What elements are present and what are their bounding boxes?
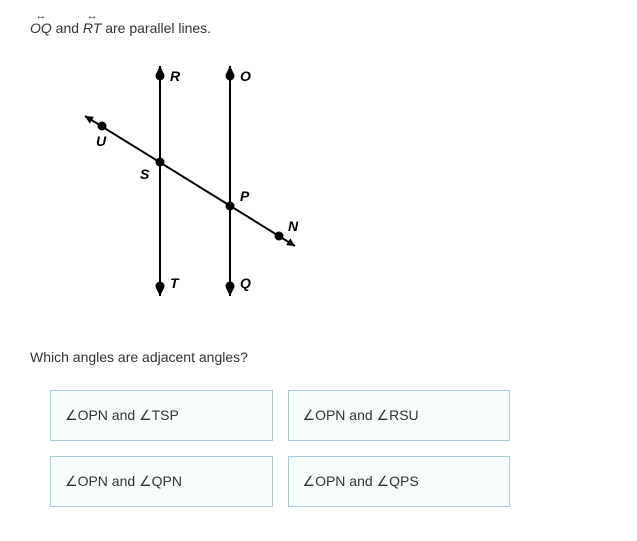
- svg-text:R: R: [170, 68, 181, 84]
- geometry-svg: R O U S P N T Q: [60, 56, 320, 316]
- option-3-a1: OPN: [78, 473, 108, 489]
- option-3[interactable]: ∠OPN and ∠QPN: [50, 456, 273, 507]
- line-rt-label: RT: [83, 20, 101, 36]
- option-2-a2: RSU: [389, 407, 419, 423]
- option-4[interactable]: ∠OPN and ∠QPS: [288, 456, 511, 507]
- angle-icon: ∠: [377, 407, 390, 423]
- svg-text:U: U: [96, 133, 107, 149]
- question-text: Which angles are adjacent angles?: [30, 349, 607, 365]
- line-oq-label: OQ: [30, 20, 52, 36]
- option-1-a2: TSP: [152, 407, 179, 423]
- intro-suffix: are parallel lines.: [101, 20, 211, 36]
- angle-icon: ∠: [139, 473, 152, 489]
- intro-text: OQ and RT are parallel lines.: [30, 20, 607, 36]
- svg-text:P: P: [240, 188, 250, 204]
- option-4-conj: and: [345, 473, 376, 489]
- angle-icon: ∠: [139, 407, 152, 423]
- angle-icon: ∠: [377, 473, 390, 489]
- svg-text:Q: Q: [240, 275, 251, 291]
- option-3-a2: QPN: [152, 473, 182, 489]
- angle-icon: ∠: [303, 473, 316, 489]
- option-1[interactable]: ∠OPN and ∠TSP: [50, 390, 273, 441]
- angle-icon: ∠: [65, 473, 78, 489]
- option-4-a1: OPN: [315, 473, 345, 489]
- option-4-a2: QPS: [389, 473, 419, 489]
- diagram: R O U S P N T Q: [60, 56, 607, 319]
- svg-text:S: S: [140, 166, 150, 182]
- svg-text:T: T: [170, 275, 180, 291]
- intro-and-1: and: [52, 20, 83, 36]
- svg-text:N: N: [288, 218, 299, 234]
- option-2-a1: OPN: [315, 407, 345, 423]
- option-1-a1: OPN: [78, 407, 108, 423]
- option-2[interactable]: ∠OPN and ∠RSU: [288, 390, 511, 441]
- option-1-conj: and: [108, 407, 139, 423]
- option-2-conj: and: [345, 407, 376, 423]
- angle-icon: ∠: [65, 407, 78, 423]
- options-grid: ∠OPN and ∠TSP ∠OPN and ∠RSU ∠OPN and ∠QP…: [50, 390, 510, 507]
- angle-icon: ∠: [303, 407, 316, 423]
- svg-text:O: O: [240, 68, 251, 84]
- option-3-conj: and: [108, 473, 139, 489]
